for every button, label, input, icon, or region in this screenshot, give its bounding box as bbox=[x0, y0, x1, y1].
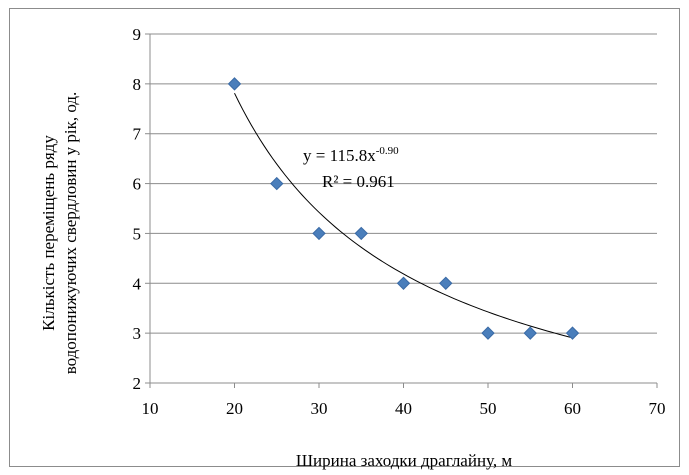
x-tick-label: 60 bbox=[564, 399, 581, 418]
trendline-group bbox=[234, 92, 573, 339]
x-tick-label: 50 bbox=[480, 399, 497, 418]
y-tick-label: 8 bbox=[133, 75, 142, 94]
y-axis-title-line2: водопонижуючих свердловин у рік, од. bbox=[61, 92, 80, 375]
data-point-1 bbox=[270, 176, 284, 191]
trendline-r-squared: R² = 0.961 bbox=[322, 172, 395, 191]
data-point-2 bbox=[312, 226, 326, 241]
data-points bbox=[227, 77, 580, 340]
y-axis-title-line1: Кількість переміщень ряду bbox=[39, 135, 58, 331]
data-point-4 bbox=[396, 276, 411, 290]
trendline-equation: y = 115.8x-0.90 bbox=[303, 145, 399, 165]
data-point-8 bbox=[565, 326, 580, 340]
axes bbox=[145, 33, 658, 388]
data-point-3 bbox=[354, 226, 368, 241]
data-point-0 bbox=[227, 77, 242, 91]
x-tick-label: 20 bbox=[226, 399, 243, 418]
y-tick-label: 9 bbox=[133, 25, 142, 44]
y-tick-label: 4 bbox=[133, 274, 142, 293]
tick-labels: 2 3 4 5 6 7 8 9 10 20 30 40 50 60 70 bbox=[133, 25, 666, 418]
y-tick-label: 6 bbox=[133, 175, 142, 194]
x-tick-label: 40 bbox=[395, 399, 412, 418]
data-point-7 bbox=[523, 326, 537, 340]
y-tick-label: 5 bbox=[133, 224, 142, 243]
chart-frame bbox=[9, 8, 680, 467]
trendline bbox=[234, 92, 573, 339]
data-point-6 bbox=[481, 326, 495, 340]
y-tick-label: 2 bbox=[133, 374, 142, 393]
x-tick-label: 30 bbox=[311, 399, 328, 418]
x-axis-title: Ширина заходки драглайну, м bbox=[296, 451, 512, 470]
y-tick-label: 7 bbox=[133, 125, 142, 144]
y-tick-label: 3 bbox=[133, 324, 142, 343]
data-point-5 bbox=[439, 276, 453, 290]
x-tick-label: 10 bbox=[142, 399, 159, 418]
x-tick-label: 70 bbox=[649, 399, 666, 418]
